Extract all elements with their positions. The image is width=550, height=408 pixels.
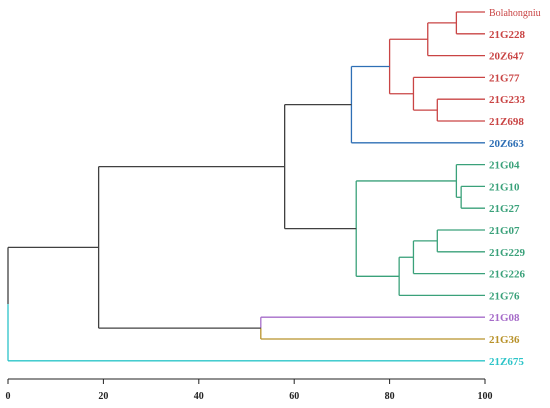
- leaf-label-21g08: 21G08: [489, 312, 520, 324]
- leaf-labels-layer: Bolahongniu 21G228 20Z647 21G77 21G233 21Z698…: [489, 8, 541, 368]
- x-tick-label-80: 80: [385, 391, 395, 402]
- leaf-label-bolahongniu: Bolahongniu: [489, 8, 541, 19]
- leaf-label-21g226: 21G226: [489, 269, 526, 281]
- x-tick-label-60: 60: [289, 391, 299, 402]
- leaf-label-21z698: 21Z698: [489, 116, 524, 128]
- x-axis: 0 20 40 60 80 100: [6, 378, 493, 402]
- x-tick-label-0: 0: [6, 391, 11, 402]
- leaf-label-21g04: 21G04: [489, 160, 520, 172]
- leaf-label-20z647: 20Z647: [489, 51, 524, 63]
- leaf-label-20z663: 20Z663: [489, 138, 524, 150]
- x-tick-label-40: 40: [194, 391, 204, 402]
- leaf-label-21g27: 21G27: [489, 203, 520, 215]
- leaf-label-21g229: 21G229: [489, 247, 526, 259]
- leaf-label-21g07: 21G07: [489, 225, 520, 237]
- leaf-label-21g36: 21G36: [489, 334, 520, 346]
- x-tick-label-100: 100: [478, 391, 493, 402]
- leaf-label-21g77: 21G77: [489, 72, 520, 84]
- x-tick-label-20: 20: [98, 391, 108, 402]
- leaf-label-21g233: 21G233: [489, 94, 526, 106]
- leaf-label-21g76: 21G76: [489, 290, 520, 302]
- leaf-label-21z675: 21Z675: [489, 356, 524, 368]
- branches-layer: [7, 11, 485, 362]
- leaf-label-21g10: 21G10: [489, 181, 520, 193]
- leaf-label-21g228: 21G228: [489, 29, 526, 41]
